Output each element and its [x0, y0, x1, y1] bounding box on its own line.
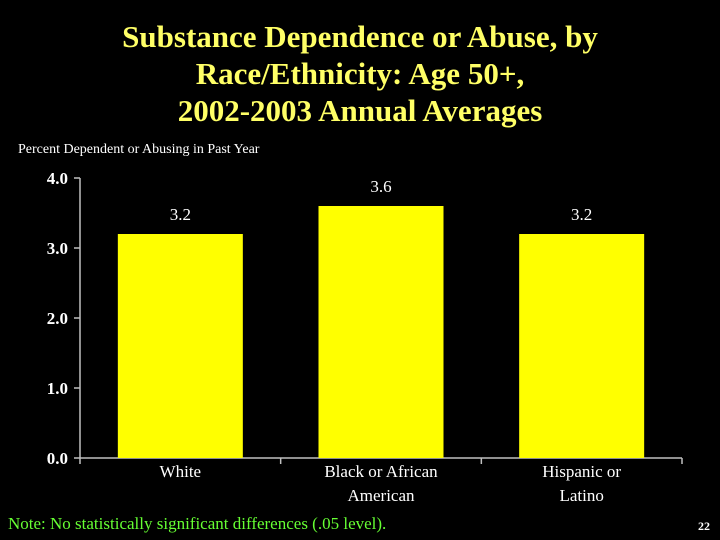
slide-title: Substance Dependence or Abuse, by Race/E…	[0, 18, 720, 129]
data-label: 3.2	[571, 205, 592, 224]
bar	[318, 206, 444, 458]
bar	[117, 234, 243, 458]
y-tick-label: 4.0	[47, 169, 68, 188]
x-tick-label: Latino	[559, 486, 603, 505]
x-tick-label: Black or African	[324, 462, 438, 481]
y-axis-label: Percent Dependent or Abusing in Past Yea…	[18, 142, 260, 157]
data-label: 3.2	[170, 205, 191, 224]
y-tick-label: 3.0	[47, 239, 68, 258]
page-number: 22	[698, 519, 710, 533]
data-label: 3.6	[370, 177, 391, 196]
y-tick-label: 2.0	[47, 309, 68, 328]
x-tick-label: White	[160, 462, 202, 481]
y-tick-label: 0.0	[47, 449, 68, 468]
title-line-3: 2002-2003 Annual Averages	[177, 93, 543, 128]
x-tick-label: American	[347, 486, 415, 505]
x-tick-label: Hispanic or	[542, 462, 621, 481]
footnote: Note: No statistically significant diffe…	[8, 514, 387, 533]
bar	[519, 234, 645, 458]
y-tick-label: 1.0	[47, 379, 68, 398]
title-line-1: Substance Dependence or Abuse, by	[122, 19, 598, 54]
title-line-2: Race/Ethnicity: Age 50+,	[195, 56, 525, 91]
